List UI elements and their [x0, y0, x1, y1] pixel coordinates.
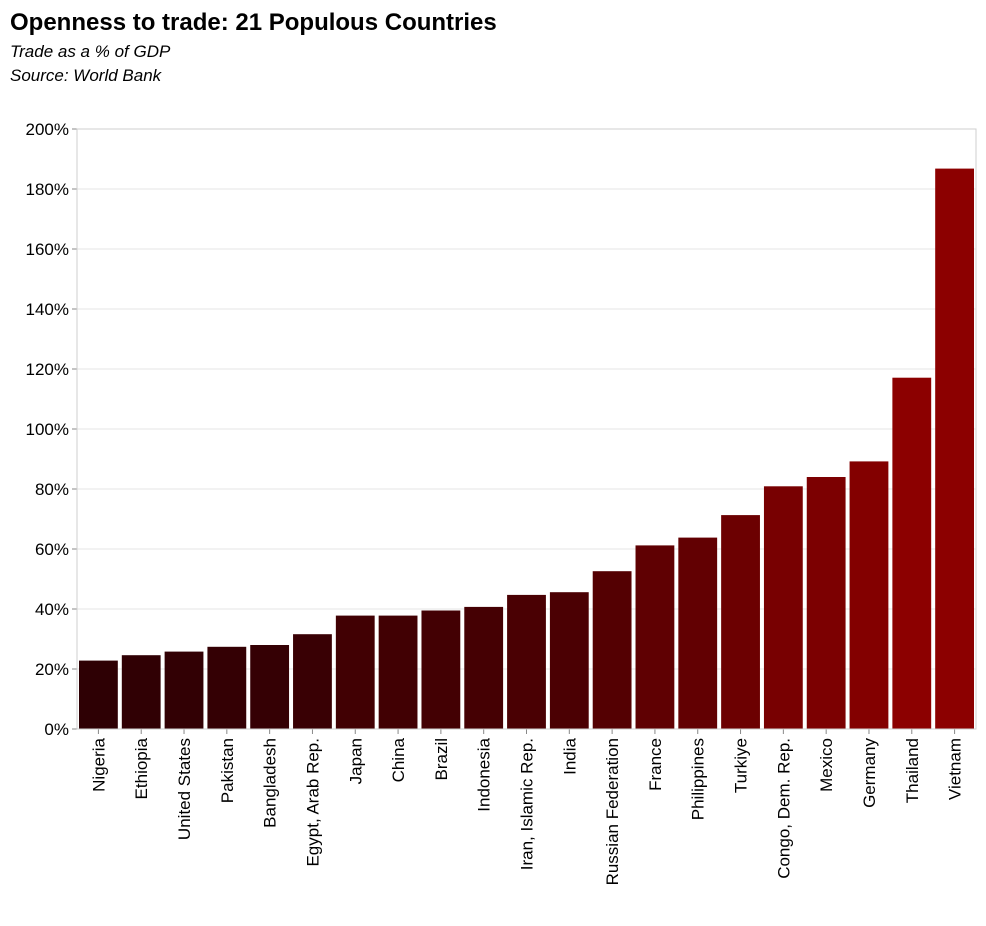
bar — [678, 537, 718, 729]
x-tick-label: Egypt, Arab Rep. — [303, 738, 322, 867]
y-tick-label: 80% — [35, 480, 69, 499]
bar — [421, 610, 461, 729]
bars — [79, 168, 974, 730]
bar — [293, 634, 332, 729]
bar — [335, 615, 375, 729]
x-tick-label: Brazil — [432, 738, 451, 781]
x-tick-label: Germany — [860, 738, 879, 808]
x-tick-label: Russian Federation — [603, 738, 622, 885]
y-tick-label: 60% — [35, 540, 69, 559]
x-tick-label: Iran, Islamic Rep. — [518, 738, 537, 870]
bar — [892, 377, 932, 729]
x-tick-label: Pakistan — [218, 738, 237, 803]
bar — [635, 545, 675, 729]
y-tick-label: 160% — [26, 240, 69, 259]
bar — [935, 168, 974, 730]
y-tick-label: 200% — [26, 120, 69, 139]
y-tick-label: 180% — [26, 180, 69, 199]
y-tick-label: 40% — [35, 600, 69, 619]
x-tick-label: Nigeria — [89, 737, 108, 791]
bar — [464, 606, 504, 729]
bar — [79, 660, 118, 729]
y-tick-label: 140% — [26, 300, 69, 319]
y-axis: 0% 20% 40% 60% 80% 100% 120% 140% 160% 180% 200% — [26, 120, 78, 739]
x-tick-label: Vietnam — [946, 738, 965, 800]
x-tick-label: Indonesia — [475, 737, 494, 811]
bar — [549, 592, 589, 729]
y-tick-label: 0% — [44, 720, 69, 739]
chart-subtitle-line-1: Trade as a % of GDP — [10, 42, 171, 61]
bar — [763, 486, 803, 729]
y-tick-label: 20% — [35, 660, 69, 679]
x-axis: Nigeria Ethiopia United States Pakistan Bang… — [77, 728, 976, 885]
x-tick-label: United States — [175, 738, 194, 840]
bar — [164, 651, 204, 729]
y-tick-label: 100% — [26, 420, 69, 439]
x-tick-label: Philippines — [689, 738, 708, 820]
x-tick-label: Congo, Dem. Rep. — [774, 738, 793, 879]
y-tick-label: 120% — [26, 360, 69, 379]
x-tick-label: China — [389, 737, 408, 782]
x-tick-label: Mexico — [817, 738, 836, 792]
plot-frame — [76, 128, 977, 730]
bar — [806, 477, 846, 729]
x-tick-label: Ethiopia — [132, 737, 151, 799]
chart-subtitle-line-2: Source: World Bank — [10, 66, 163, 85]
bar — [507, 594, 546, 729]
x-tick-label: Turkiye — [732, 738, 751, 793]
x-tick-label: Thailand — [903, 738, 922, 803]
bar — [121, 655, 161, 729]
bar — [207, 646, 247, 729]
bar — [592, 571, 632, 729]
bar — [721, 515, 760, 729]
bar — [378, 615, 418, 729]
x-tick-label: Bangladesh — [261, 738, 280, 828]
x-tick-label: India — [560, 737, 579, 774]
x-tick-label: Japan — [346, 738, 365, 784]
bar — [250, 645, 290, 729]
bar — [849, 461, 889, 729]
chart-title: Openness to trade: 21 Populous Countries — [10, 9, 497, 36]
x-tick-label: France — [646, 738, 665, 791]
